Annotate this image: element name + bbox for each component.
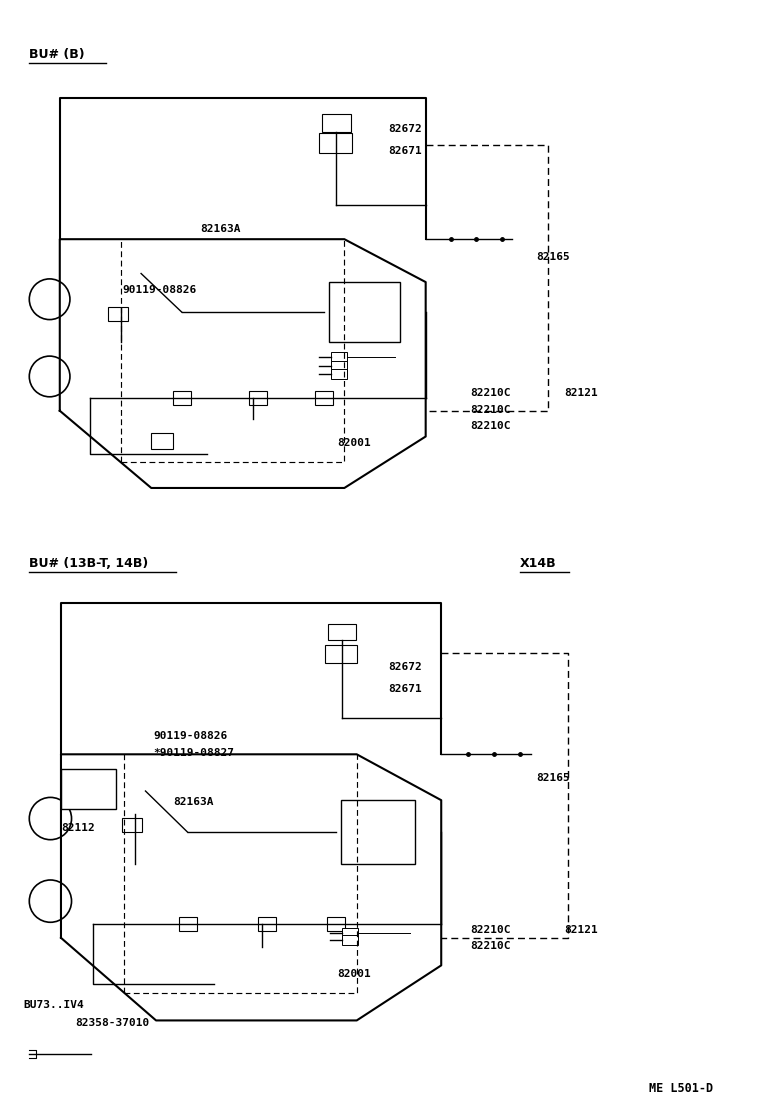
Text: 82358-37010: 82358-37010: [75, 1017, 150, 1027]
Text: BU# (13B-T, 14B): BU# (13B-T, 14B): [29, 557, 148, 570]
Bar: [61, 770, 116, 810]
Text: 90119-08826: 90119-08826: [154, 731, 228, 741]
Text: 82672: 82672: [388, 123, 422, 133]
Text: 82163A: 82163A: [201, 224, 241, 234]
Bar: [249, 391, 267, 405]
Text: 82165: 82165: [536, 773, 570, 783]
Text: X14B: X14B: [520, 557, 556, 570]
Text: *90119-08827: *90119-08827: [154, 748, 234, 758]
Bar: [343, 929, 358, 939]
Text: 82165: 82165: [536, 251, 570, 261]
Bar: [331, 360, 347, 370]
Text: 82671: 82671: [388, 146, 422, 156]
Text: ME L501-D: ME L501-D: [649, 1082, 713, 1095]
Bar: [331, 353, 347, 363]
Bar: [331, 369, 347, 379]
Text: 82121: 82121: [564, 388, 597, 398]
Text: 82210C: 82210C: [470, 388, 510, 398]
Text: 82112: 82112: [61, 823, 96, 833]
Bar: [151, 434, 173, 449]
Bar: [172, 391, 191, 405]
Text: 82671: 82671: [388, 684, 422, 694]
Bar: [327, 917, 345, 931]
Bar: [318, 133, 352, 153]
Text: 82210C: 82210C: [470, 925, 510, 935]
Bar: [122, 818, 142, 832]
Bar: [315, 391, 333, 405]
Bar: [341, 801, 415, 864]
Bar: [179, 917, 197, 931]
Text: 82672: 82672: [388, 662, 422, 672]
Text: 90119-08826: 90119-08826: [122, 285, 197, 295]
Text: 82001: 82001: [337, 438, 371, 448]
Bar: [321, 115, 351, 132]
Text: BU# (B): BU# (B): [29, 48, 85, 61]
Bar: [343, 935, 358, 945]
Text: 82210C: 82210C: [470, 405, 510, 415]
Text: BU73..IV4: BU73..IV4: [24, 1000, 84, 1010]
Text: 82001: 82001: [337, 970, 371, 980]
Text: 82210C: 82210C: [470, 942, 510, 952]
Bar: [108, 307, 128, 320]
Text: 82210C: 82210C: [470, 421, 510, 431]
Bar: [328, 624, 356, 639]
Text: 82121: 82121: [564, 925, 597, 935]
Bar: [325, 645, 357, 663]
Bar: [329, 282, 401, 342]
Text: 82163A: 82163A: [173, 797, 214, 807]
Bar: [258, 917, 276, 931]
